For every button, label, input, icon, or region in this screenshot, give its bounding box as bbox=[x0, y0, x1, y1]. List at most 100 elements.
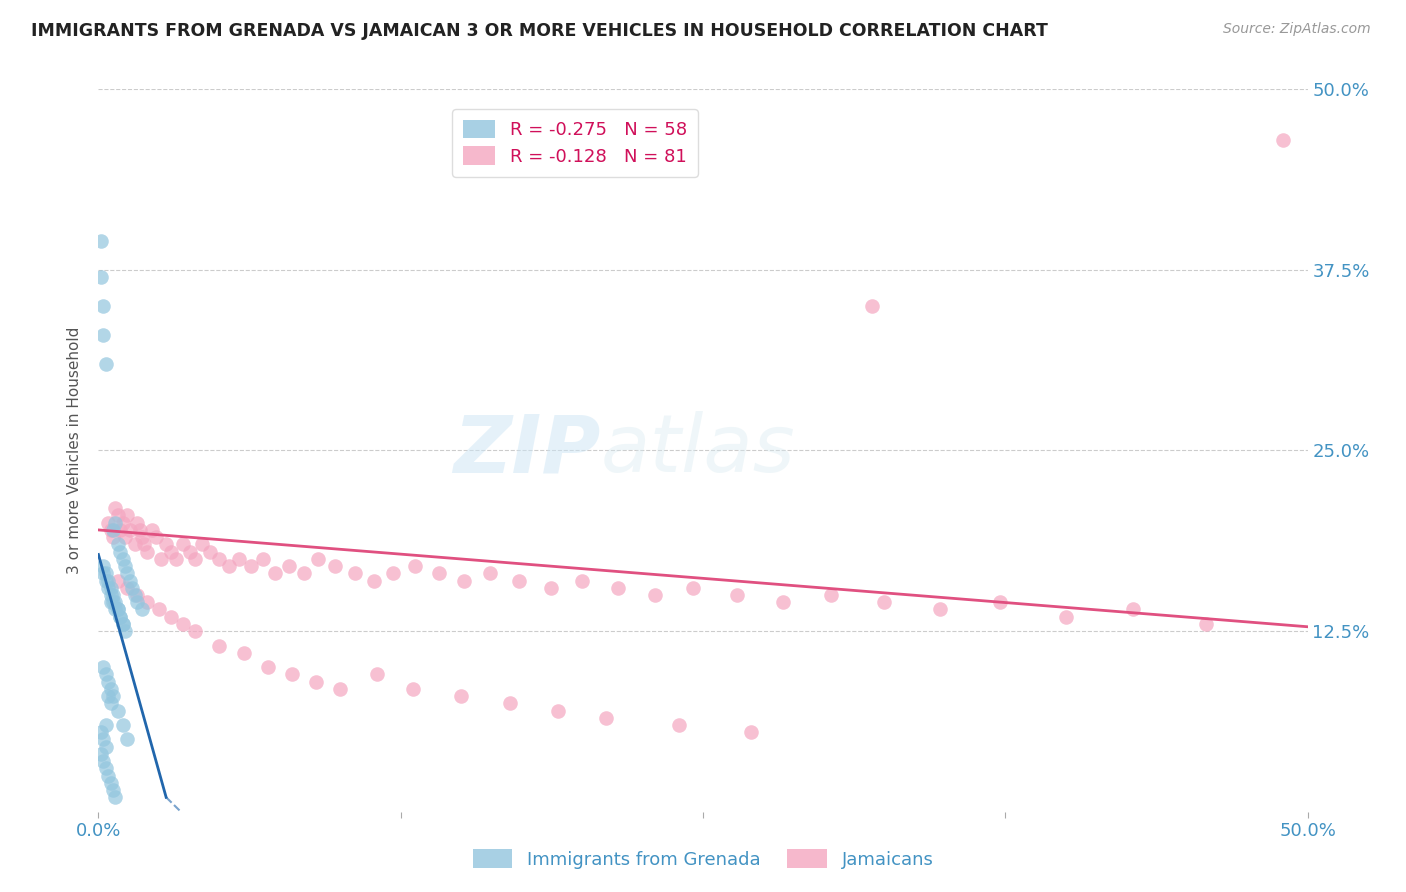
Point bbox=[91, 660, 114, 674]
Point bbox=[94, 739, 117, 754]
Point bbox=[91, 559, 114, 574]
Point bbox=[131, 602, 153, 616]
Point bbox=[820, 588, 842, 602]
Point bbox=[101, 523, 124, 537]
Point bbox=[90, 747, 112, 761]
Point bbox=[107, 602, 129, 616]
Point bbox=[131, 530, 153, 544]
Text: ZIP: ZIP bbox=[453, 411, 600, 490]
Point bbox=[94, 718, 117, 732]
Point bbox=[124, 537, 146, 551]
Point bbox=[90, 725, 112, 739]
Point bbox=[124, 588, 146, 602]
Point bbox=[111, 616, 134, 631]
Text: atlas: atlas bbox=[600, 411, 794, 490]
Point bbox=[305, 674, 328, 689]
Point bbox=[117, 581, 139, 595]
Point bbox=[404, 559, 426, 574]
Point bbox=[450, 689, 472, 703]
Point bbox=[325, 559, 347, 574]
Point bbox=[682, 581, 704, 595]
Point bbox=[343, 566, 366, 581]
Point bbox=[429, 566, 451, 581]
Point bbox=[107, 704, 129, 718]
Point bbox=[104, 790, 127, 805]
Point bbox=[97, 516, 120, 530]
Point bbox=[179, 544, 201, 558]
Point bbox=[104, 595, 127, 609]
Point bbox=[479, 566, 502, 581]
Point bbox=[740, 725, 762, 739]
Point bbox=[725, 588, 748, 602]
Point bbox=[101, 530, 124, 544]
Point bbox=[127, 588, 149, 602]
Point bbox=[97, 689, 120, 703]
Point bbox=[165, 551, 187, 566]
Point bbox=[668, 718, 690, 732]
Point bbox=[402, 681, 425, 696]
Point bbox=[135, 544, 157, 558]
Point bbox=[218, 559, 240, 574]
Point bbox=[252, 551, 274, 566]
Point bbox=[155, 537, 177, 551]
Point bbox=[100, 595, 122, 609]
Point bbox=[990, 595, 1012, 609]
Text: Source: ZipAtlas.com: Source: ZipAtlas.com bbox=[1223, 22, 1371, 37]
Point bbox=[97, 574, 120, 588]
Point bbox=[107, 602, 129, 616]
Point bbox=[94, 667, 117, 681]
Legend: Immigrants from Grenada, Jamaicans: Immigrants from Grenada, Jamaicans bbox=[465, 842, 941, 876]
Point bbox=[97, 769, 120, 783]
Y-axis label: 3 or more Vehicles in Household: 3 or more Vehicles in Household bbox=[67, 326, 83, 574]
Point bbox=[873, 595, 896, 609]
Point bbox=[90, 234, 112, 248]
Legend: R = -0.275   N = 58, R = -0.128   N = 81: R = -0.275 N = 58, R = -0.128 N = 81 bbox=[453, 109, 697, 177]
Point bbox=[160, 544, 183, 558]
Point bbox=[150, 551, 173, 566]
Point bbox=[453, 574, 475, 588]
Point bbox=[94, 761, 117, 775]
Point bbox=[128, 523, 150, 537]
Point bbox=[860, 299, 883, 313]
Point bbox=[547, 704, 569, 718]
Point bbox=[114, 559, 136, 574]
Point bbox=[607, 581, 630, 595]
Point bbox=[100, 696, 122, 710]
Point bbox=[108, 544, 131, 558]
Point bbox=[100, 581, 122, 595]
Point bbox=[118, 523, 141, 537]
Point bbox=[90, 270, 112, 285]
Point bbox=[160, 609, 183, 624]
Text: IMMIGRANTS FROM GRENADA VS JAMAICAN 3 OR MORE VEHICLES IN HOUSEHOLD CORRELATION : IMMIGRANTS FROM GRENADA VS JAMAICAN 3 OR… bbox=[31, 22, 1047, 40]
Point bbox=[104, 501, 127, 516]
Point bbox=[644, 588, 666, 602]
Point bbox=[278, 559, 301, 574]
Point bbox=[91, 566, 114, 581]
Point bbox=[127, 516, 149, 530]
Point bbox=[100, 681, 122, 696]
Point bbox=[117, 732, 139, 747]
Point bbox=[172, 616, 194, 631]
Point bbox=[134, 537, 156, 551]
Point bbox=[382, 566, 405, 581]
Point bbox=[97, 674, 120, 689]
Point bbox=[91, 732, 114, 747]
Point bbox=[184, 624, 207, 639]
Point bbox=[1054, 609, 1077, 624]
Point bbox=[1195, 616, 1218, 631]
Point bbox=[114, 624, 136, 639]
Point bbox=[108, 609, 131, 624]
Point bbox=[101, 595, 124, 609]
Point bbox=[772, 595, 794, 609]
Point bbox=[145, 530, 167, 544]
Point bbox=[100, 523, 122, 537]
Point bbox=[232, 646, 254, 660]
Point bbox=[107, 574, 129, 588]
Point bbox=[264, 566, 287, 581]
Point bbox=[108, 523, 131, 537]
Point bbox=[117, 566, 139, 581]
Point bbox=[141, 523, 163, 537]
Point bbox=[1122, 602, 1144, 616]
Point bbox=[104, 516, 127, 530]
Point bbox=[101, 783, 124, 797]
